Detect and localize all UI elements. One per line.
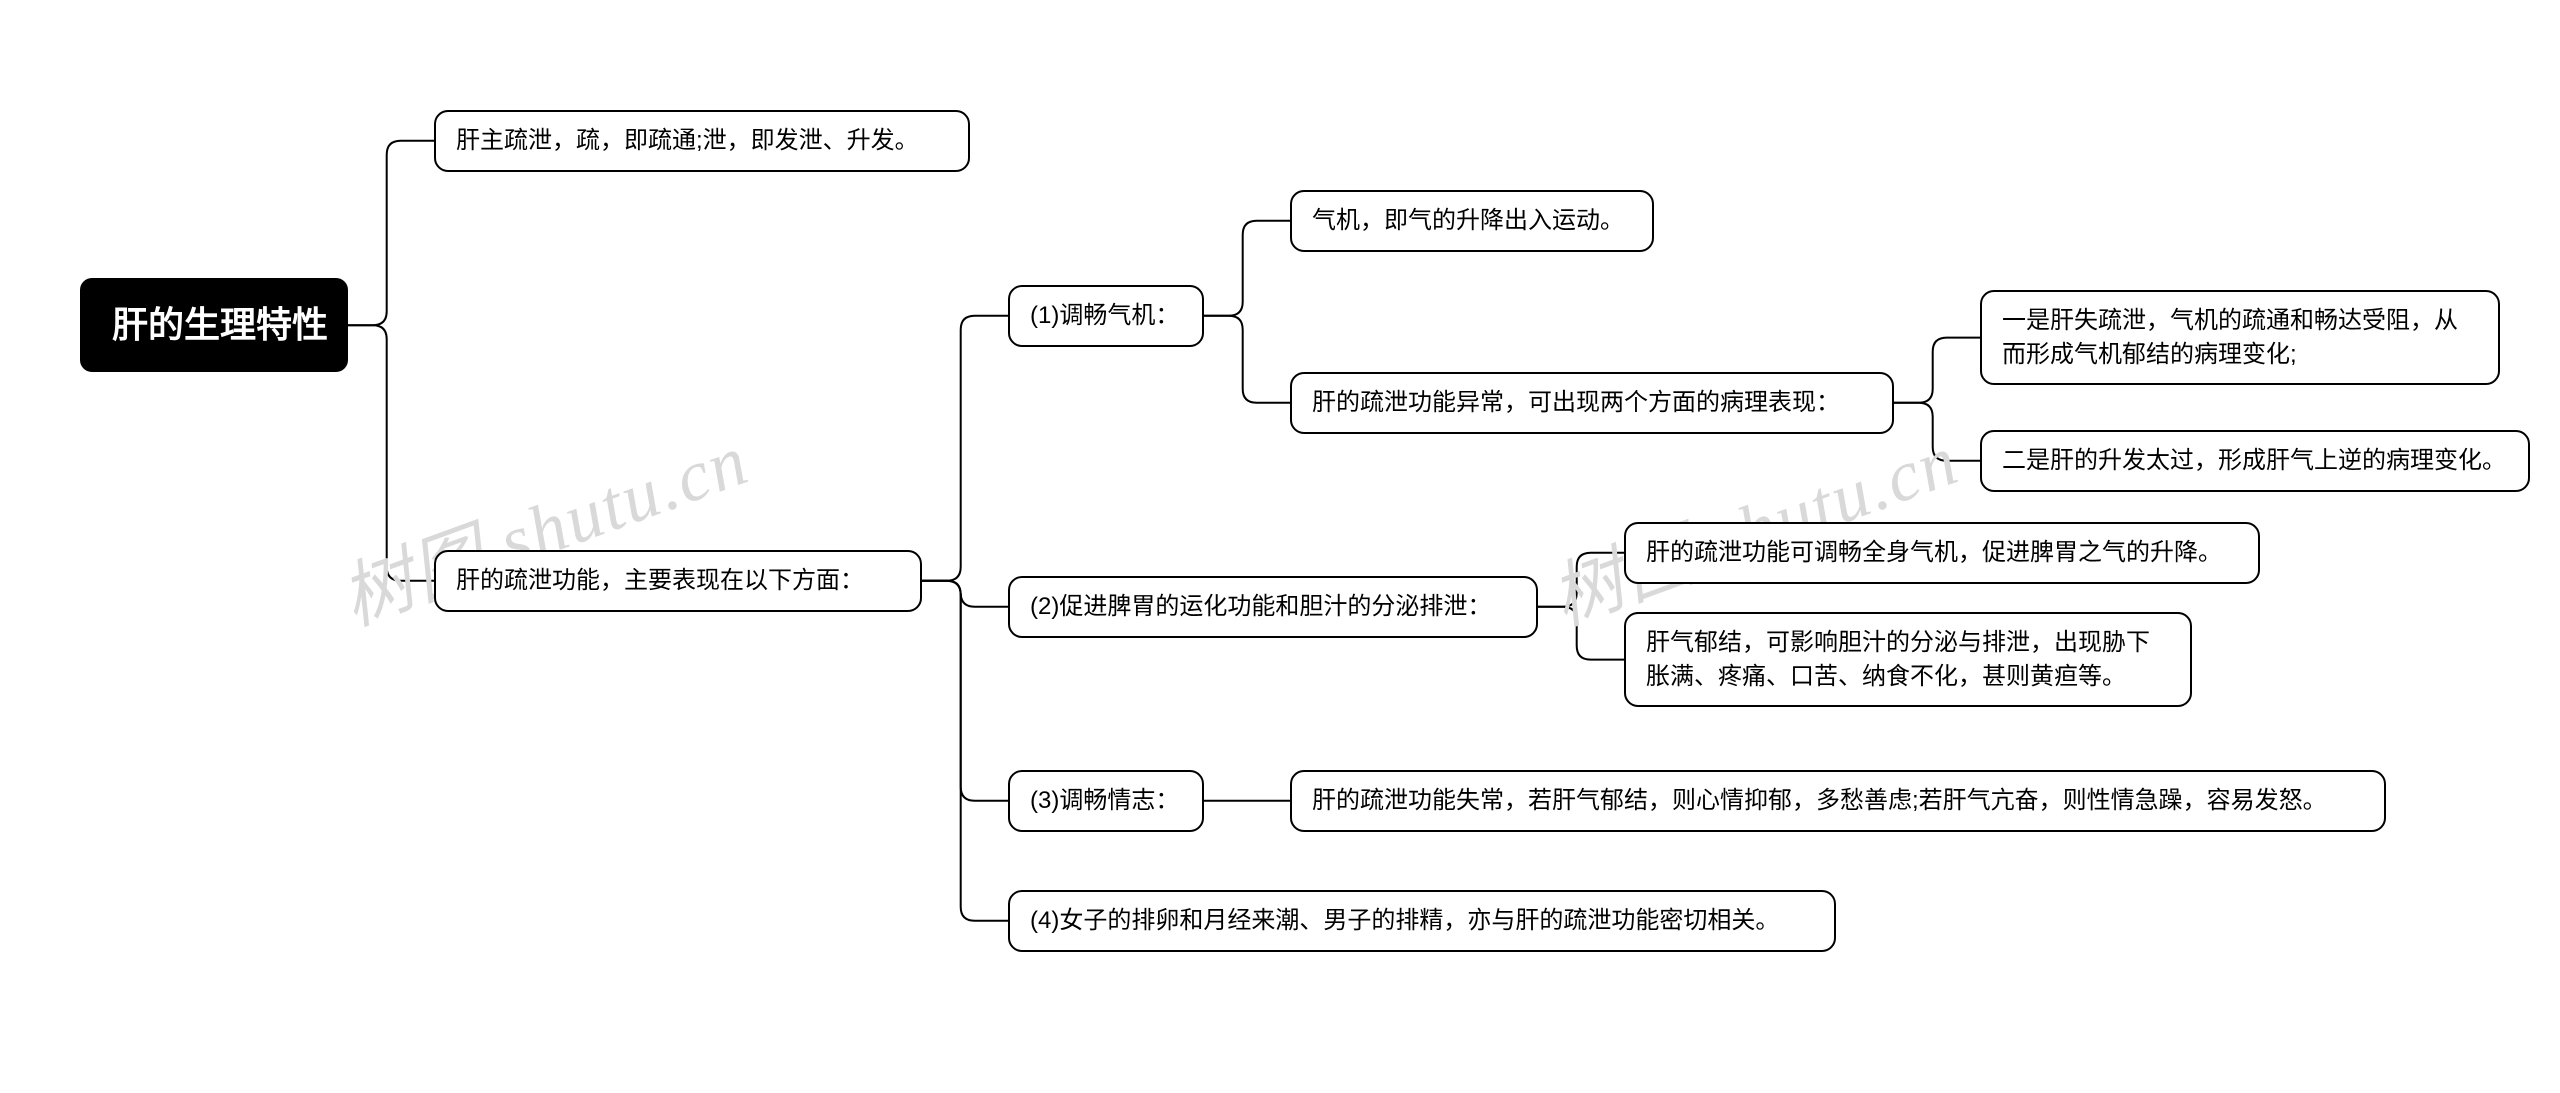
node-qiji-def: 气机，即气的升降出入运动。: [1290, 190, 1654, 252]
node-qiji-abnormal-1: 一是肝失疏泄，气机的疏通和畅达受阻，从而形成气机郁结的病理变化;: [1980, 290, 2500, 385]
node-spleen-2: 肝气郁结，可影响胆汁的分泌与排泄，出现胁下胀满、疼痛、口苦、纳食不化，甚则黄疸等…: [1624, 612, 2192, 707]
node-functions: 肝的疏泄功能，主要表现在以下方面：: [434, 550, 922, 612]
node-reproduction: (4)女子的排卵和月经来潮、男子的排精，亦与肝的疏泄功能密切相关。: [1008, 890, 1836, 952]
node-qiji-abnormal: 肝的疏泄功能异常，可出现两个方面的病理表现：: [1290, 372, 1894, 434]
node-definition: 肝主疏泄，疏，即疏通;泄，即发泄、升发。: [434, 110, 970, 172]
node-qiji-abnormal-2: 二是肝的升发太过，形成肝气上逆的病理变化。: [1980, 430, 2530, 492]
node-emotion-1: 肝的疏泄功能失常，若肝气郁结，则心情抑郁，多愁善虑;若肝气亢奋，则性情急躁，容易…: [1290, 770, 2386, 832]
node-spleen-1: 肝的疏泄功能可调畅全身气机，促进脾胃之气的升降。: [1624, 522, 2260, 584]
root-node: 肝的生理特性: [80, 278, 348, 372]
node-emotion: (3)调畅情志：: [1008, 770, 1204, 832]
node-spleen: (2)促进脾胃的运化功能和胆汁的分泌排泄：: [1008, 576, 1538, 638]
node-qiji: (1)调畅气机：: [1008, 285, 1204, 347]
